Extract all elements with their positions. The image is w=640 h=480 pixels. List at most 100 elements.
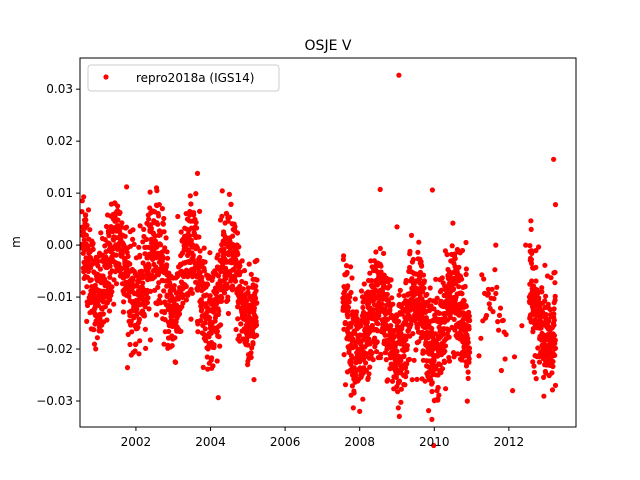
data-point xyxy=(442,343,449,349)
data-point xyxy=(410,331,416,337)
data-point xyxy=(236,244,242,250)
data-point xyxy=(535,345,541,351)
data-point xyxy=(201,245,207,251)
data-point xyxy=(235,316,241,322)
data-point xyxy=(237,283,243,289)
data-point xyxy=(433,365,439,371)
data-point xyxy=(533,278,539,284)
data-point xyxy=(235,251,241,257)
data-point xyxy=(185,292,191,298)
data-point xyxy=(91,341,98,347)
data-point xyxy=(176,311,183,317)
data-point xyxy=(155,221,161,227)
data-point xyxy=(227,214,233,220)
data-point xyxy=(551,306,557,312)
data-point xyxy=(346,299,352,305)
data-point xyxy=(144,236,150,242)
data-point xyxy=(106,233,112,239)
data-point xyxy=(467,317,473,324)
data-point xyxy=(140,239,146,245)
data-point xyxy=(502,356,508,362)
data-point xyxy=(381,250,387,256)
data-point xyxy=(160,255,166,261)
data-point xyxy=(241,268,248,274)
data-point xyxy=(109,284,115,290)
x-tick-label: 2010 xyxy=(419,435,450,449)
data-point xyxy=(243,280,249,286)
data-point xyxy=(153,312,159,318)
data-point xyxy=(417,276,423,282)
data-point xyxy=(503,331,509,338)
y-tick-label: −0.03 xyxy=(36,394,73,408)
data-points xyxy=(79,72,559,449)
data-point xyxy=(463,239,469,246)
data-point xyxy=(490,309,496,315)
data-point xyxy=(489,286,495,292)
data-point xyxy=(492,267,498,273)
data-point xyxy=(438,287,444,293)
data-point xyxy=(360,304,366,311)
data-point xyxy=(232,224,238,230)
data-point xyxy=(136,317,142,323)
data-point xyxy=(437,362,443,368)
data-point xyxy=(352,296,358,302)
data-point xyxy=(479,272,485,278)
data-point xyxy=(543,293,549,299)
data-point xyxy=(552,293,558,299)
data-point xyxy=(398,399,404,405)
data-point xyxy=(130,277,136,283)
data-point xyxy=(462,283,468,290)
data-point xyxy=(133,341,139,347)
data-point xyxy=(81,194,87,200)
data-point xyxy=(548,275,554,281)
x-tick-label: 2012 xyxy=(494,435,525,449)
data-point xyxy=(377,186,383,193)
data-point xyxy=(83,232,89,238)
data-point xyxy=(147,288,154,294)
y-tick-label: −0.01 xyxy=(36,290,73,304)
data-point xyxy=(189,290,195,296)
data-point xyxy=(95,258,101,264)
data-point xyxy=(549,370,555,376)
data-point xyxy=(396,72,402,78)
data-point xyxy=(83,212,89,218)
data-point xyxy=(403,374,409,380)
data-point xyxy=(183,283,189,290)
data-point xyxy=(531,363,537,369)
data-point xyxy=(370,307,376,313)
data-point xyxy=(103,223,110,230)
data-point xyxy=(120,309,126,315)
data-point xyxy=(194,225,200,231)
data-point xyxy=(364,319,370,325)
data-point xyxy=(367,364,373,370)
data-point xyxy=(387,283,393,289)
data-point xyxy=(542,262,548,268)
data-point xyxy=(342,382,349,388)
data-point xyxy=(225,310,231,317)
data-point xyxy=(442,348,448,354)
data-point xyxy=(161,229,167,235)
data-point xyxy=(253,295,259,301)
data-point xyxy=(248,354,254,360)
data-point xyxy=(447,293,453,299)
data-point xyxy=(196,234,202,240)
y-tick-label: 0.01 xyxy=(46,186,73,200)
data-point xyxy=(215,273,222,279)
data-point xyxy=(543,312,549,318)
plot-frame xyxy=(79,57,577,428)
data-point xyxy=(211,342,217,348)
data-point xyxy=(378,351,384,357)
data-point xyxy=(449,243,455,249)
data-point xyxy=(143,345,149,351)
data-point xyxy=(98,230,104,236)
data-point xyxy=(226,191,232,197)
data-point xyxy=(509,388,516,394)
data-point xyxy=(450,220,456,226)
data-point xyxy=(245,285,251,291)
data-point xyxy=(95,302,101,308)
data-point xyxy=(117,209,123,216)
data-point xyxy=(230,233,236,239)
data-point xyxy=(536,295,542,301)
data-point xyxy=(345,304,352,310)
data-point xyxy=(215,395,221,401)
